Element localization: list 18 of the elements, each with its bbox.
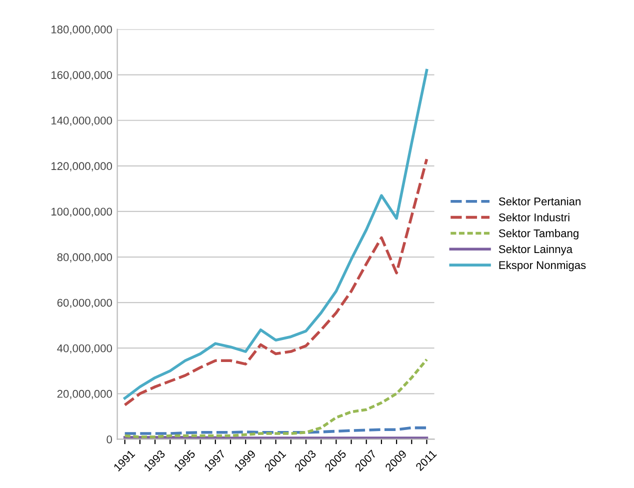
y-tick-label: 160,000,000 bbox=[51, 71, 112, 80]
y-tick-label: 140,000,000 bbox=[51, 116, 112, 126]
line-series bbox=[123, 158, 428, 406]
y-tick-label: 60,000,000 bbox=[57, 298, 112, 308]
legend-label: Sektor Lainnya bbox=[498, 244, 573, 256]
y-tick-label: 120,000,000 bbox=[51, 162, 112, 172]
y-tick-label: 40,000,000 bbox=[57, 344, 112, 354]
legend-label: Sektor Tambang bbox=[498, 229, 578, 240]
line-series bbox=[123, 68, 428, 400]
legend-label: Sektor Industri bbox=[498, 213, 570, 222]
y-tick-label: 100,000,000 bbox=[51, 208, 112, 217]
legend-label: Sektor Pertanian bbox=[498, 197, 580, 206]
line-series bbox=[123, 358, 428, 438]
y-tick-label: 180,000,000 bbox=[51, 26, 112, 35]
y-tick-label: 20,000,000 bbox=[57, 390, 112, 400]
y-tick-label: 80,000,000 bbox=[57, 253, 112, 262]
legend-label: Ekspor Nonmigas bbox=[499, 260, 586, 272]
y-tick-label: 0 bbox=[106, 435, 112, 444]
